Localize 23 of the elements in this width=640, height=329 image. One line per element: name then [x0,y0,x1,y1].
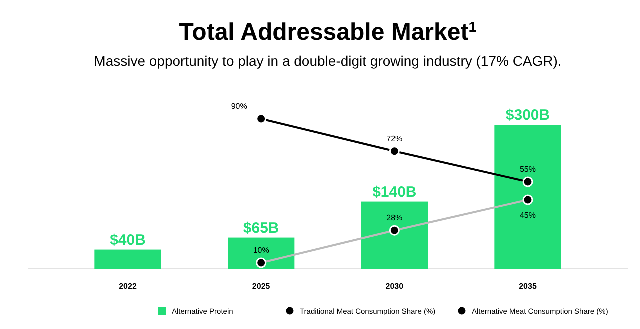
data-label: $65B [243,220,280,237]
data-label: 55% [520,165,536,174]
bar [361,202,428,269]
x-tick-label: 2035 [519,282,538,291]
x-tick-label: 2030 [386,282,404,291]
chart-subtitle: Massive opportunity to play in a double-digit growing industry (17% CAGR). [94,53,562,69]
data-label: 90% [231,102,248,111]
bar [94,250,162,269]
chart-title: Total Addressable Market$^{1}$ [179,19,477,46]
bar [494,125,562,269]
point [522,176,534,188]
data-label: $140B [372,184,417,201]
x-tick-label: 2025 [252,282,271,291]
data-label: $40B [110,232,146,249]
bar [228,238,295,269]
data-label: $300B [506,107,550,124]
x-tick-label: 2022 [119,282,138,291]
data-label: 28% [386,214,403,223]
point [256,114,267,124]
point [389,146,400,157]
data-label: 72% [386,134,403,144]
data-label: 45% [520,211,536,220]
data-label: 10% [253,246,270,255]
